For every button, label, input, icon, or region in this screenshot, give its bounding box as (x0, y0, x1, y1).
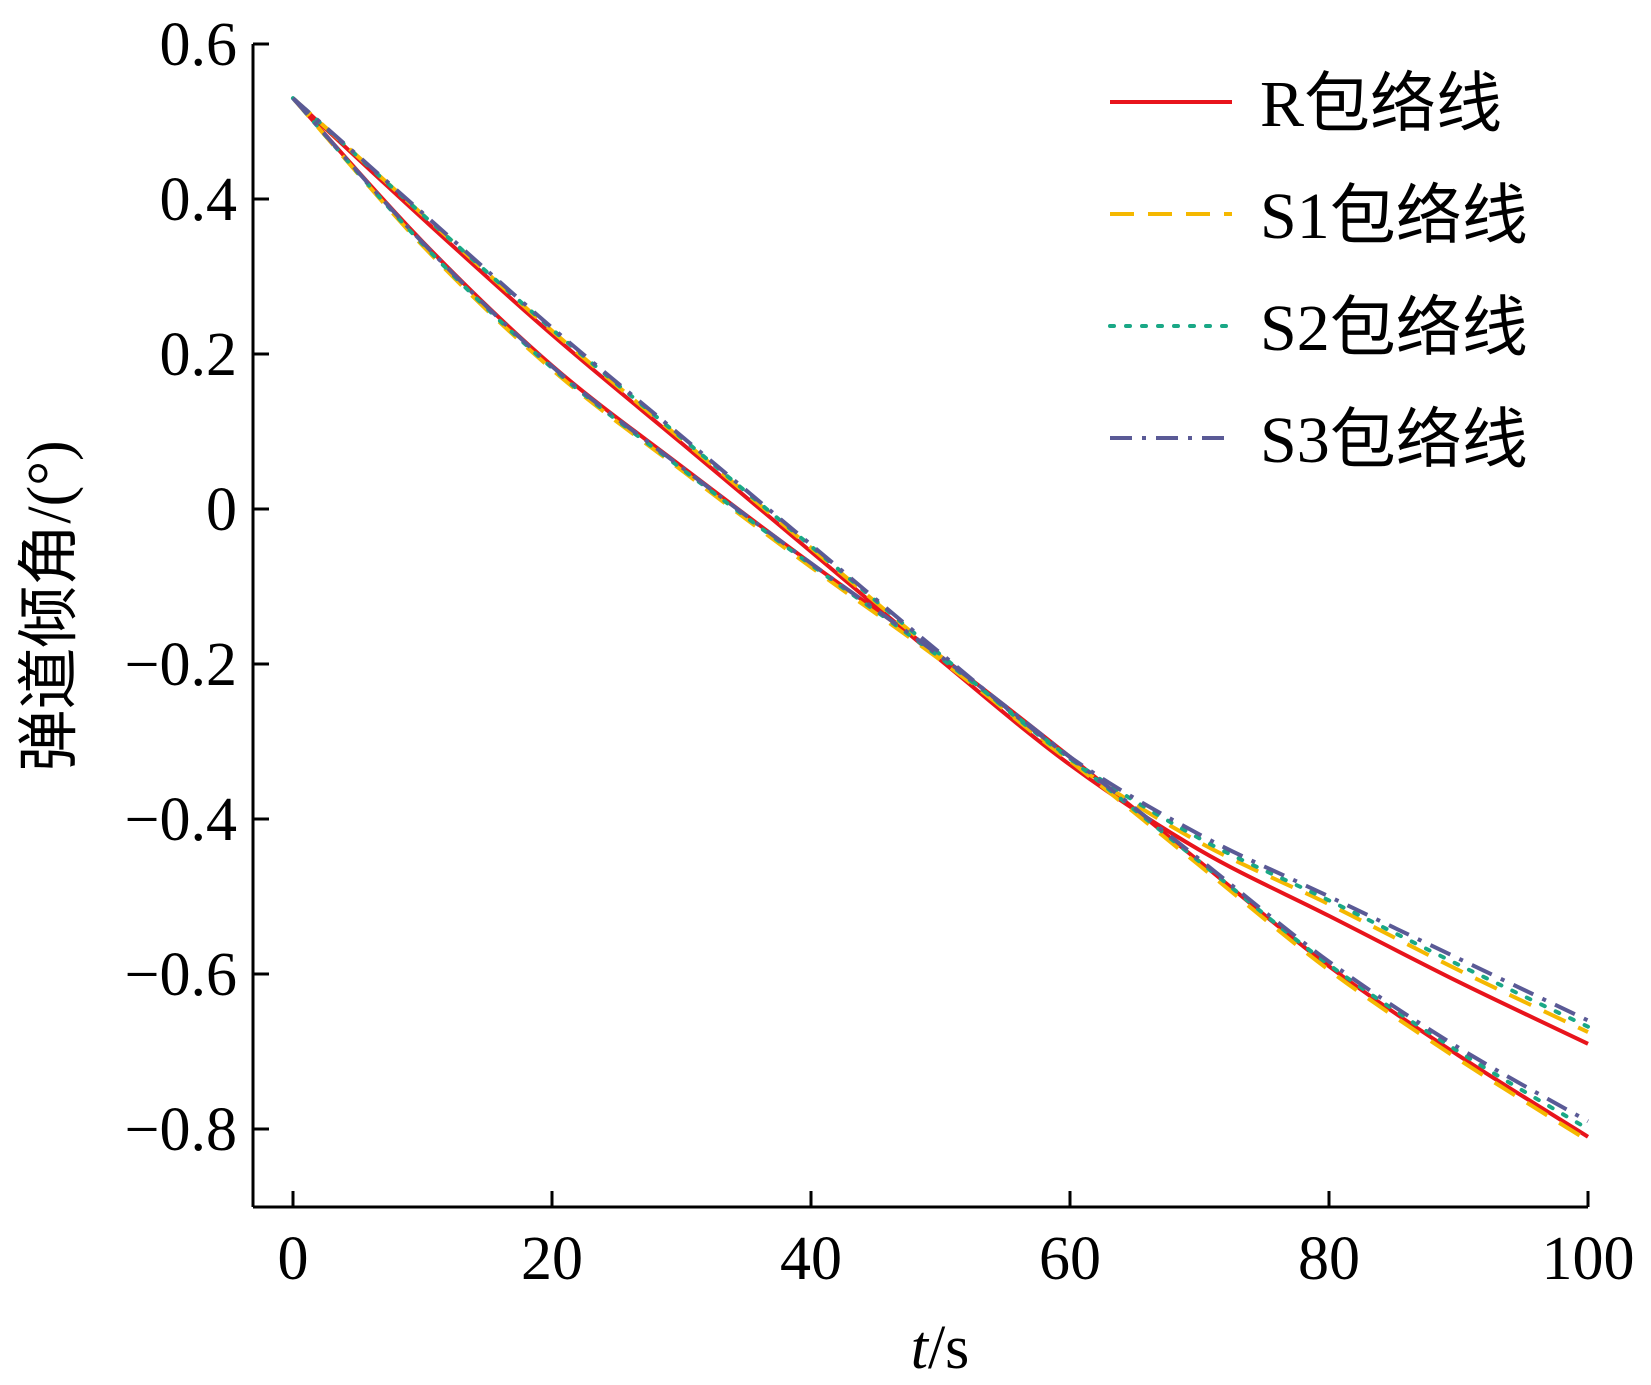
series-s2-lower-line (291, 96, 1590, 1131)
y-tick-label: 0.6 (160, 11, 238, 79)
y-tick-label: −0.4 (125, 786, 237, 854)
series-layer (291, 96, 1590, 1143)
x-tick-label: 60 (1039, 1225, 1101, 1293)
y-tick-label: 0.2 (160, 321, 238, 389)
legend-label: R包络线 (1260, 68, 1502, 141)
y-tick-label: 0 (206, 476, 237, 544)
legend-label: S1包络线 (1260, 180, 1528, 253)
series-s3-lower-line (291, 96, 1589, 1124)
x-tick-label: 20 (521, 1225, 583, 1293)
series-r-lower-line (291, 96, 1590, 1139)
y-axis-title: 弹道倾角/(°) (16, 440, 84, 771)
x-axis-title: t/s (911, 1314, 970, 1382)
axes: 0.6 0.4 0.2 0 −0.2 −0.4 −0.6 −0.8 0 20 40 60 80 100 (125, 11, 1635, 1293)
legend-label: S2包络线 (1260, 292, 1528, 365)
x-axis-title-symbol: t (911, 1314, 930, 1382)
x-tick-label: 0 (278, 1225, 309, 1293)
series-s3-upper-line (291, 96, 1589, 1023)
y-tick-label: 0.4 (160, 166, 238, 234)
y-tick-label: −0.2 (125, 631, 237, 699)
x-tick-label: 100 (1542, 1225, 1635, 1293)
y-tick-label: −0.6 (125, 941, 237, 1009)
legend-label: S3包络线 (1260, 404, 1528, 477)
series-s2-upper-line (291, 96, 1590, 1029)
y-tick-label: −0.8 (125, 1096, 237, 1164)
legend: R包络线 S1包络线 S2包络线 S3包络线 (1108, 68, 1528, 477)
x-axis-title-unit: /s (928, 1314, 969, 1382)
x-tick-label: 40 (780, 1225, 842, 1293)
x-tick-label: 80 (1298, 1225, 1360, 1293)
series-s1-lower-line (291, 96, 1590, 1143)
